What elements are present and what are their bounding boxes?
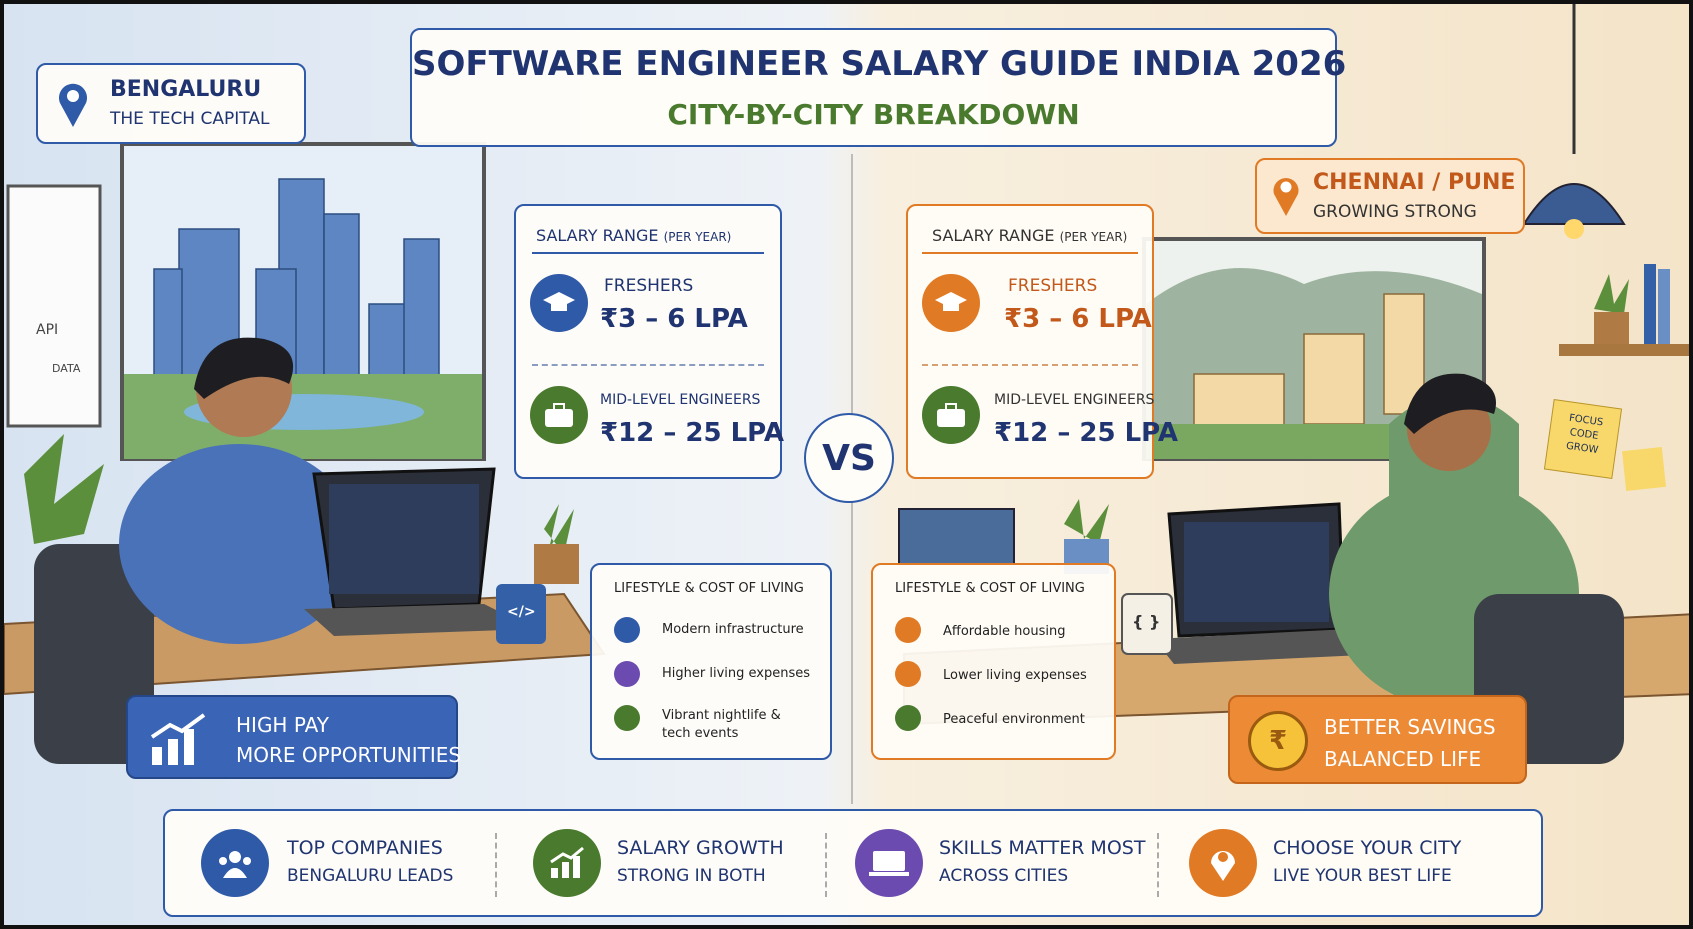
separator — [922, 364, 1138, 366]
footer-title: CHOOSE YOUR CITY — [1273, 837, 1462, 859]
footer-subtitle: ACROSS CITIES — [939, 866, 1069, 886]
grad-icon — [530, 274, 588, 332]
mug-text: </> — [507, 604, 536, 620]
briefcase-icon — [530, 386, 588, 444]
bullet-icon — [614, 705, 640, 731]
lifestyle-item: Vibrant nightlife & tech events — [662, 708, 781, 741]
pin-icon — [59, 83, 87, 127]
grad-icon — [922, 274, 980, 332]
heading: SALARY RANGE — [932, 226, 1055, 245]
footer-subtitle: LIVE YOUR BEST LIFE — [1273, 866, 1452, 886]
lifestyle-heading: LIFESTYLE & COST OF LIVING — [614, 581, 804, 596]
header: SOFTWARE ENGINEER SALARY GUIDE INDIA 202… — [410, 28, 1347, 147]
highlight-text: HIGH PAY — [236, 713, 329, 737]
illustration — [4, 4, 1689, 925]
vs-text: VS — [822, 437, 876, 479]
salary-value: ₹3 – 6 LPA — [600, 304, 748, 334]
lifestyle-item: Peaceful environment — [943, 712, 1085, 727]
pin-icon — [1273, 178, 1299, 216]
bullet-icon — [895, 617, 921, 643]
city-name: BENGALURU — [110, 77, 262, 102]
briefcase-icon — [922, 386, 980, 444]
savings-icon: ₹ — [1248, 711, 1308, 771]
highlight-text: BALANCED LIFE — [1324, 747, 1482, 771]
heading-note: (PER YEAR) — [1059, 230, 1128, 244]
whiteboard-text: DATA — [52, 362, 81, 375]
footer-icon — [533, 829, 601, 897]
sticky-note: FOCUS CODE GROW — [1561, 411, 1606, 458]
chart-icon — [150, 713, 206, 765]
highlight-banner: HIGH PAY MORE OPPORTUNITIES — [126, 695, 462, 779]
rule — [922, 252, 1138, 254]
level-label: MID-LEVEL ENGINEERS — [600, 392, 761, 408]
footer-subtitle: BENGALURU LEADS — [287, 866, 454, 886]
city-badge: BENGALURU THE TECH CAPITAL — [36, 63, 306, 144]
footer-icon — [1189, 829, 1257, 897]
level-label: FRESHERS — [1008, 276, 1098, 296]
bullet-icon — [614, 617, 640, 643]
highlight-banner: ₹ BETTER SAVINGS BALANCED LIFE — [1228, 695, 1527, 784]
lifestyle-item: Modern infrastructure — [662, 622, 804, 637]
bullet-icon — [895, 661, 921, 687]
salary-value: ₹12 – 25 LPA — [994, 418, 1178, 448]
lifestyle-item: Lower living expenses — [943, 668, 1087, 683]
lifestyle-item: Higher living expenses — [662, 666, 811, 681]
heading-note: (PER YEAR) — [663, 230, 732, 244]
city-badge: CHENNAI / PUNE GROWING STRONG — [1255, 158, 1525, 234]
divider — [825, 833, 827, 897]
heading: SALARY RANGE — [536, 226, 659, 245]
level-label: FRESHERS — [604, 276, 694, 296]
lifestyle-card: LIFESTYLE & COST OF LIVING Affordable ho… — [871, 563, 1116, 760]
rule — [532, 252, 764, 254]
footer-title: SKILLS MATTER MOST — [939, 837, 1146, 859]
lifestyle-item: Affordable housing — [943, 624, 1066, 639]
footer-subtitle: STRONG IN BOTH — [617, 866, 766, 886]
level-label: MID-LEVEL ENGINEERS — [994, 392, 1155, 408]
whiteboard-text: API — [36, 322, 59, 338]
bullet-icon — [614, 661, 640, 687]
subtitle: CITY-BY-CITY BREAKDOWN — [667, 98, 1080, 131]
lifestyle-heading: LIFESTYLE & COST OF LIVING — [895, 581, 1085, 596]
separator — [532, 364, 764, 366]
divider — [495, 833, 497, 897]
mug-text: { } — [1132, 612, 1161, 631]
footer-title: SALARY GROWTH — [617, 837, 784, 859]
footer-icon — [855, 829, 923, 897]
footer-title: TOP COMPANIES — [287, 837, 443, 859]
city-name: CHENNAI / PUNE — [1313, 170, 1516, 195]
salary-value: ₹12 – 25 LPA — [600, 418, 784, 448]
salary-card: SALARY RANGE (PER YEAR) FRESHERS ₹3 – 6 … — [906, 204, 1178, 479]
footer: TOP COMPANIES BENGALURU LEADS SALARY GRO… — [163, 809, 1543, 917]
bullet-icon — [895, 705, 921, 731]
highlight-text: BETTER SAVINGS — [1324, 715, 1496, 739]
footer-icon — [201, 829, 269, 897]
city-tagline: THE TECH CAPITAL — [110, 109, 270, 129]
title: SOFTWARE ENGINEER SALARY GUIDE INDIA 202… — [412, 44, 1347, 84]
salary-card: SALARY RANGE (PER YEAR) FRESHERS ₹3 – 6 … — [514, 204, 784, 479]
city-tagline: GROWING STRONG — [1313, 202, 1477, 222]
lifestyle-card: LIFESTYLE & COST OF LIVING Modern infras… — [590, 563, 832, 760]
vs-badge: VS — [804, 413, 894, 503]
highlight-text: MORE OPPORTUNITIES — [236, 743, 462, 767]
salary-heading: SALARY RANGE (PER YEAR) — [932, 226, 1127, 245]
divider — [1157, 833, 1159, 897]
salary-heading: SALARY RANGE (PER YEAR) — [536, 226, 731, 245]
salary-value: ₹3 – 6 LPA — [1004, 304, 1152, 334]
